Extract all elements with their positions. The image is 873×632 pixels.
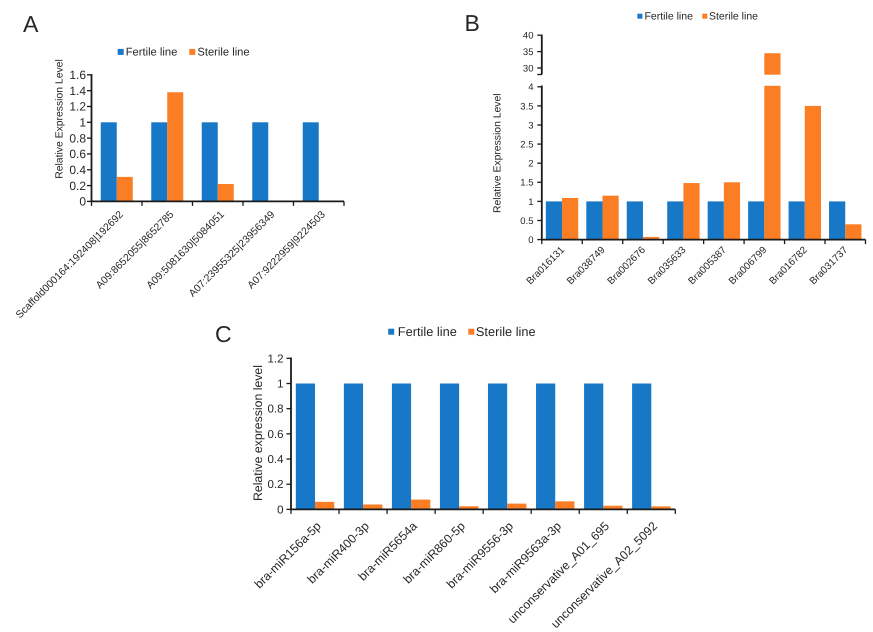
svg-text:B: B xyxy=(465,10,480,36)
svg-text:Relative Expression Level: Relative Expression Level xyxy=(54,59,65,179)
svg-text:2.5: 2.5 xyxy=(520,140,533,151)
svg-text:0: 0 xyxy=(277,504,283,516)
svg-text:1.2: 1.2 xyxy=(69,100,86,114)
svg-text:1.5: 1.5 xyxy=(520,178,533,189)
svg-text:Relative Expression Level: Relative Expression Level xyxy=(493,93,504,213)
svg-text:1.4: 1.4 xyxy=(69,84,86,98)
svg-text:0.4: 0.4 xyxy=(69,163,86,177)
svg-text:0.2: 0.2 xyxy=(268,479,284,491)
svg-text:Sterile line: Sterile line xyxy=(197,47,249,59)
svg-text:0.6: 0.6 xyxy=(268,429,284,441)
svg-text:3.5: 3.5 xyxy=(520,101,533,112)
svg-text:1.6: 1.6 xyxy=(69,68,86,82)
svg-text:35: 35 xyxy=(523,47,534,58)
svg-text:0.8: 0.8 xyxy=(268,404,284,416)
svg-text:Fertile line: Fertile line xyxy=(126,47,178,59)
svg-text:Sterile line: Sterile line xyxy=(709,11,758,23)
svg-text:C: C xyxy=(215,321,232,347)
svg-text:0.2: 0.2 xyxy=(69,179,86,193)
svg-text:0: 0 xyxy=(528,235,533,246)
svg-text:1: 1 xyxy=(528,197,533,208)
svg-text:A: A xyxy=(23,11,39,37)
svg-text:30: 30 xyxy=(523,63,534,74)
svg-text:Relative expression level: Relative expression level xyxy=(251,365,265,501)
svg-text:0.6: 0.6 xyxy=(69,147,86,161)
svg-text:0.8: 0.8 xyxy=(69,131,86,145)
svg-text:40: 40 xyxy=(523,31,534,42)
svg-text:1: 1 xyxy=(277,379,283,391)
svg-text:0.4: 0.4 xyxy=(268,454,285,466)
svg-text:2: 2 xyxy=(528,159,533,170)
svg-text:Fertile line: Fertile line xyxy=(645,11,694,23)
svg-text:0.5: 0.5 xyxy=(520,216,533,227)
svg-text:1: 1 xyxy=(79,116,86,130)
svg-text:Fertile line: Fertile line xyxy=(398,324,457,339)
svg-text:Sterile line: Sterile line xyxy=(476,324,536,339)
svg-text:4: 4 xyxy=(528,82,533,93)
svg-text:1.2: 1.2 xyxy=(268,353,284,365)
svg-text:3: 3 xyxy=(528,120,533,131)
svg-text:0: 0 xyxy=(79,195,86,209)
